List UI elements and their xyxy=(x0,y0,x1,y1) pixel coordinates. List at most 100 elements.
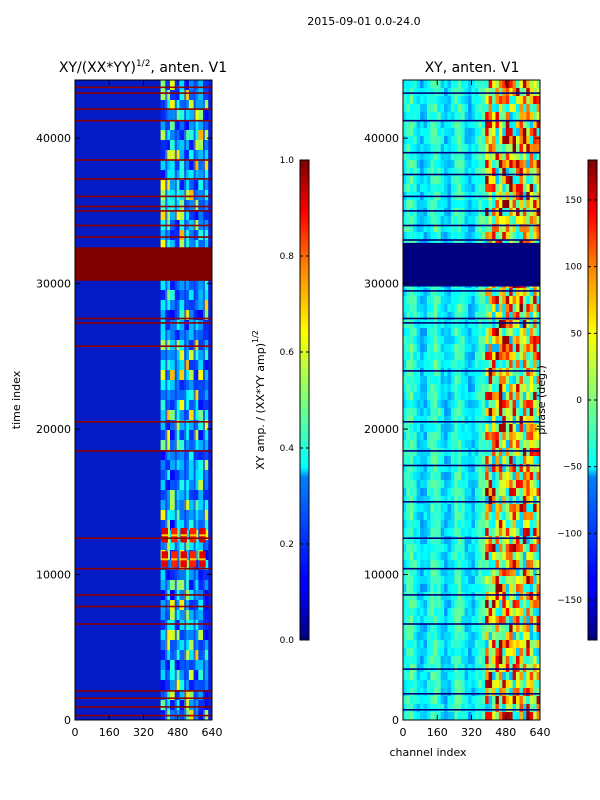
amplitude-title: XY/(XX*YY)1/2, anten. V1 xyxy=(59,59,227,76)
phase-cell xyxy=(457,88,462,97)
amplitude-cell xyxy=(203,570,209,581)
phase-cell xyxy=(495,152,500,161)
phase-cell xyxy=(437,160,442,169)
phase-cell xyxy=(516,488,520,497)
amplitude-cell xyxy=(160,280,166,291)
phase-cell xyxy=(440,96,445,105)
phase-cell xyxy=(495,552,500,561)
phase-cell xyxy=(485,352,489,361)
phase-cell xyxy=(522,376,527,385)
amplitude-cell xyxy=(184,80,190,91)
phase-cell xyxy=(495,432,500,441)
phase-cell xyxy=(502,568,507,577)
phase-cell xyxy=(536,168,541,177)
phase-cell xyxy=(444,640,448,649)
phase-cell xyxy=(509,656,513,665)
phase-cell xyxy=(471,120,476,129)
amplitude-cell xyxy=(160,300,166,311)
phase-cell xyxy=(505,104,510,113)
phase-cell xyxy=(420,128,424,137)
amplitude-cell xyxy=(203,600,209,611)
phase-cell xyxy=(403,392,407,401)
phase-cell xyxy=(464,704,469,713)
phase-cell xyxy=(430,456,435,465)
amplitude-cell xyxy=(160,690,166,701)
amplitude-cell xyxy=(160,350,166,361)
phase-cell xyxy=(495,352,500,361)
phase-cell xyxy=(416,544,421,553)
amplitude-cell xyxy=(188,520,195,531)
phase-cell xyxy=(526,488,531,497)
phase-cell xyxy=(468,376,472,385)
phase-cell xyxy=(461,136,465,145)
phase-cell xyxy=(526,216,531,225)
phase-cell xyxy=(403,640,407,649)
phase-cell xyxy=(516,672,520,681)
phase-cell xyxy=(403,216,407,225)
phase-cell xyxy=(536,464,541,473)
phase-cell xyxy=(406,344,411,353)
phase-cell xyxy=(522,424,527,433)
phase-cell xyxy=(447,320,452,329)
phase-cell xyxy=(437,632,442,641)
amplitude-flagged-row xyxy=(75,195,212,198)
phase-cell xyxy=(495,344,500,353)
phase-cell xyxy=(519,120,524,129)
phase-cell xyxy=(488,464,493,473)
phase-cell xyxy=(481,568,486,577)
phase-cell xyxy=(536,624,541,633)
phase-cell xyxy=(454,672,459,681)
amplitude-cell xyxy=(203,290,209,301)
phase-cell xyxy=(437,648,442,657)
phase-cell xyxy=(464,200,469,209)
phase-cell xyxy=(454,488,459,497)
amplitude-cell xyxy=(179,80,185,91)
amplitude-cell xyxy=(198,210,204,221)
amplitude-colorbar-tick-label: 0.6 xyxy=(280,348,295,358)
phase-cell xyxy=(526,416,531,425)
phase-cell xyxy=(409,176,414,185)
amplitude-cell xyxy=(179,570,185,581)
phase-cell xyxy=(533,408,537,417)
phase-cell xyxy=(461,432,465,441)
phase-cell xyxy=(481,616,486,625)
phase-cell xyxy=(437,80,442,89)
phase-cell xyxy=(444,624,448,633)
amplitude-high-block-core xyxy=(189,558,197,561)
amplitude-flagged-row xyxy=(75,236,212,238)
phase-cell xyxy=(492,408,496,417)
phase-cell xyxy=(433,680,438,689)
phase-cell xyxy=(526,664,531,673)
phase-cell xyxy=(481,176,486,185)
phase-cell xyxy=(492,352,496,361)
amplitude-high-block-core xyxy=(180,534,187,537)
phase-cell xyxy=(474,296,479,305)
phase-cell xyxy=(444,472,448,481)
phase-cell xyxy=(444,416,448,425)
phase-cell xyxy=(509,360,513,369)
phase-cell xyxy=(533,704,537,713)
phase-cell xyxy=(416,224,421,233)
phase-cell xyxy=(450,160,455,169)
phase-cell xyxy=(427,448,431,457)
amplitude-cell xyxy=(165,370,171,381)
phase-cell xyxy=(403,312,407,321)
phase-cell xyxy=(495,408,500,417)
amplitude-cell xyxy=(198,450,204,461)
phase-cell xyxy=(502,288,507,297)
phase-cell xyxy=(457,136,462,145)
phase-cell xyxy=(471,696,476,705)
phase-cell xyxy=(481,712,486,721)
phase-cell xyxy=(529,688,534,697)
amplitude-cell xyxy=(160,410,166,421)
phase-cell xyxy=(430,432,435,441)
phase-cell xyxy=(492,440,496,449)
phase-cell xyxy=(498,224,503,233)
phase-cell xyxy=(481,144,486,153)
amplitude-cell xyxy=(193,310,199,321)
phase-cell xyxy=(492,176,496,185)
phase-cell xyxy=(403,432,407,441)
phase-cell xyxy=(519,504,524,513)
phase-cell xyxy=(423,616,428,625)
amplitude-cell xyxy=(198,390,204,401)
